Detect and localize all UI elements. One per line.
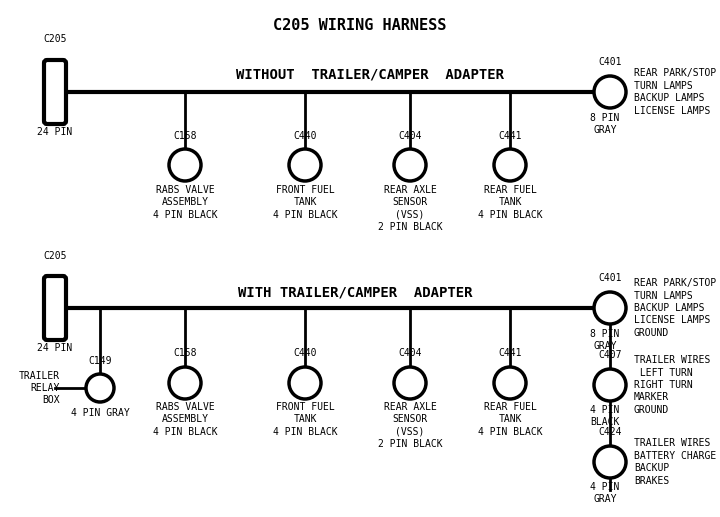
Text: C404: C404 [398, 348, 422, 358]
Circle shape [594, 76, 626, 108]
Circle shape [289, 367, 321, 399]
Text: C401: C401 [598, 57, 622, 67]
Text: C441: C441 [498, 348, 522, 358]
Text: 8 PIN
GRAY: 8 PIN GRAY [590, 329, 620, 352]
Text: C205: C205 [43, 34, 67, 44]
Text: WITHOUT  TRAILER/CAMPER  ADAPTER: WITHOUT TRAILER/CAMPER ADAPTER [236, 68, 504, 82]
FancyBboxPatch shape [44, 60, 66, 124]
Text: C441: C441 [498, 131, 522, 141]
Text: C205 WIRING HARNESS: C205 WIRING HARNESS [274, 18, 446, 33]
Circle shape [169, 149, 201, 181]
Circle shape [594, 369, 626, 401]
Text: FRONT FUEL
TANK
4 PIN BLACK: FRONT FUEL TANK 4 PIN BLACK [273, 402, 337, 437]
Text: C401: C401 [598, 273, 622, 283]
Circle shape [594, 446, 626, 478]
Text: 24 PIN: 24 PIN [37, 343, 73, 353]
Text: 24 PIN: 24 PIN [37, 127, 73, 137]
Text: REAR AXLE
SENSOR
(VSS)
2 PIN BLACK: REAR AXLE SENSOR (VSS) 2 PIN BLACK [378, 185, 442, 232]
Circle shape [169, 367, 201, 399]
Text: C149: C149 [89, 356, 112, 366]
Text: REAR FUEL
TANK
4 PIN BLACK: REAR FUEL TANK 4 PIN BLACK [477, 402, 542, 437]
Text: C424: C424 [598, 427, 622, 437]
Text: C158: C158 [174, 131, 197, 141]
Text: RABS VALVE
ASSEMBLY
4 PIN BLACK: RABS VALVE ASSEMBLY 4 PIN BLACK [153, 185, 217, 220]
Text: REAR FUEL
TANK
4 PIN BLACK: REAR FUEL TANK 4 PIN BLACK [477, 185, 542, 220]
Circle shape [494, 367, 526, 399]
Circle shape [86, 374, 114, 402]
Text: TRAILER WIRES
 LEFT TURN
RIGHT TURN
MARKER
GROUND: TRAILER WIRES LEFT TURN RIGHT TURN MARKE… [634, 355, 711, 415]
Text: TRAILER
RELAY
BOX: TRAILER RELAY BOX [19, 371, 60, 405]
Text: 8 PIN
GRAY: 8 PIN GRAY [590, 113, 620, 135]
Text: C440: C440 [293, 348, 317, 358]
FancyBboxPatch shape [44, 276, 66, 340]
Circle shape [394, 149, 426, 181]
Text: 4 PIN
GRAY: 4 PIN GRAY [590, 482, 620, 505]
Text: TRAILER WIRES
BATTERY CHARGE
BACKUP
BRAKES: TRAILER WIRES BATTERY CHARGE BACKUP BRAK… [634, 438, 716, 485]
Text: RABS VALVE
ASSEMBLY
4 PIN BLACK: RABS VALVE ASSEMBLY 4 PIN BLACK [153, 402, 217, 437]
Text: FRONT FUEL
TANK
4 PIN BLACK: FRONT FUEL TANK 4 PIN BLACK [273, 185, 337, 220]
Text: REAR PARK/STOP
TURN LAMPS
BACKUP LAMPS
LICENSE LAMPS
GROUND: REAR PARK/STOP TURN LAMPS BACKUP LAMPS L… [634, 278, 716, 338]
Text: REAR PARK/STOP
TURN LAMPS
BACKUP LAMPS
LICENSE LAMPS: REAR PARK/STOP TURN LAMPS BACKUP LAMPS L… [634, 68, 716, 116]
Circle shape [289, 149, 321, 181]
Text: 4 PIN
BLACK: 4 PIN BLACK [590, 405, 620, 428]
Text: C404: C404 [398, 131, 422, 141]
Text: WITH TRAILER/CAMPER  ADAPTER: WITH TRAILER/CAMPER ADAPTER [238, 285, 472, 299]
Text: REAR AXLE
SENSOR
(VSS)
2 PIN BLACK: REAR AXLE SENSOR (VSS) 2 PIN BLACK [378, 402, 442, 449]
Circle shape [594, 292, 626, 324]
Circle shape [494, 149, 526, 181]
Text: C158: C158 [174, 348, 197, 358]
Text: C407: C407 [598, 350, 622, 360]
Circle shape [394, 367, 426, 399]
Text: C205: C205 [43, 251, 67, 261]
Text: 4 PIN GRAY: 4 PIN GRAY [71, 408, 130, 418]
Text: C440: C440 [293, 131, 317, 141]
